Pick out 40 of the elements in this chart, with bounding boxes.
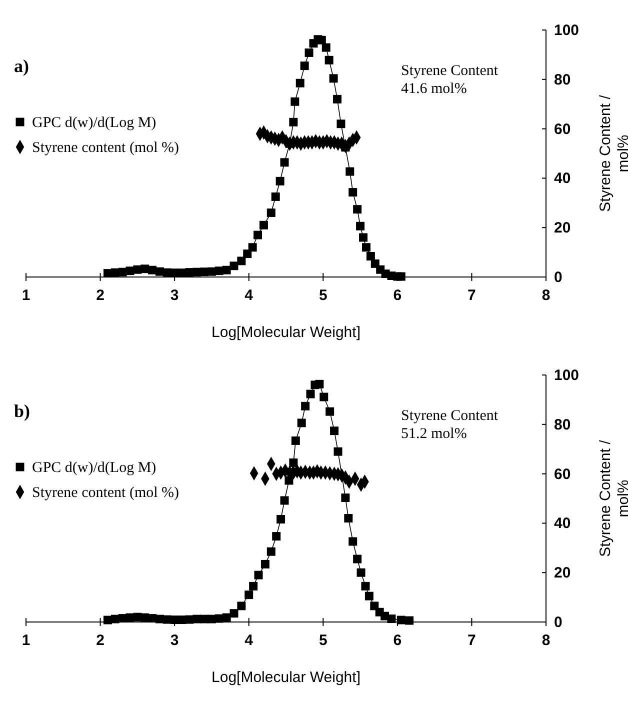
- y-tick-label: 60: [554, 120, 571, 138]
- y-axis-title: Styrene Content / mol%: [597, 94, 632, 212]
- y-tick-label: 80: [554, 416, 571, 434]
- x-tick-label: 1: [22, 287, 30, 304]
- y-tick-label: 100: [554, 22, 580, 39]
- x-tick-label: 6: [393, 632, 402, 649]
- y-tick-label: 0: [554, 269, 562, 286]
- y-tick-label: 80: [554, 71, 571, 88]
- annotation: Styrene Content 41.6 mol%: [401, 63, 499, 97]
- x-axis-title: Log[Molecular Weight]: [212, 324, 360, 341]
- x-tick-label: 5: [318, 287, 328, 304]
- x-tick-label: 8: [542, 632, 550, 649]
- x-tick-label: 2: [96, 632, 104, 649]
- legend-label: Styrene content (mol %): [32, 140, 180, 156]
- text: b): [14, 401, 30, 421]
- x-tick-label: 3: [170, 287, 179, 304]
- legend-label: GPC d(w)/d(Log M): [32, 115, 156, 131]
- y-axis-title: Styrene Content / mol%: [597, 439, 632, 557]
- legend-label: GPC d(w)/d(Log M): [32, 460, 156, 476]
- x-tick-label: 7: [468, 632, 476, 649]
- x-tick-label: 2: [96, 287, 104, 304]
- x-tick-label: 3: [170, 632, 179, 649]
- y-tick-label: 60: [554, 466, 571, 483]
- y-tick-label: 40: [554, 515, 571, 532]
- y-tick-label: 40: [554, 170, 571, 188]
- x-tick-label: 1: [22, 632, 30, 649]
- legend-label: Styrene content (mol %): [32, 485, 180, 501]
- x-tick-label: 4: [244, 632, 254, 649]
- x-tick-label: 5: [318, 632, 328, 649]
- x-tick-label: 8: [542, 287, 550, 304]
- y-tick-label: 100: [554, 367, 580, 384]
- x-axis-title: Log[Molecular Weight]: [212, 669, 360, 686]
- y-tick-label: 20: [554, 220, 571, 237]
- x-tick-label: 7: [468, 287, 476, 304]
- y-tick-label: 20: [554, 564, 571, 582]
- x-tick-label: 4: [244, 287, 254, 304]
- annotation: Styrene Content 51.2 mol%: [401, 408, 499, 442]
- text: a): [14, 56, 29, 76]
- y-tick-label: 0: [554, 614, 562, 631]
- x-tick-label: 6: [393, 287, 402, 304]
